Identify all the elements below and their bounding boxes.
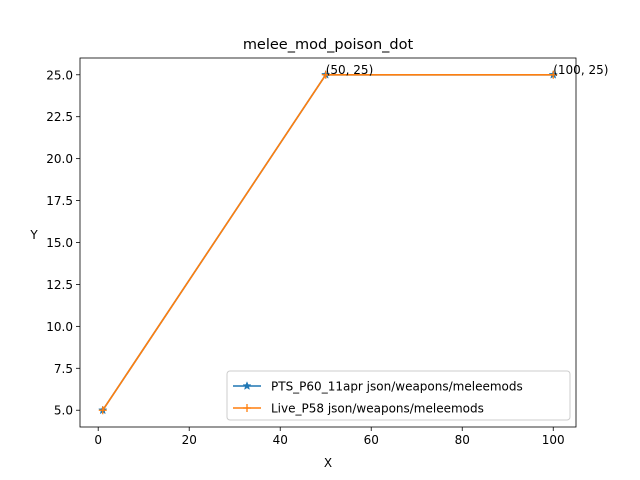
y-axis-label: Y [29,228,38,242]
series-2 [98,70,558,415]
data-point-plus [243,404,251,412]
y-tick-label: 12.5 [46,278,73,292]
data-point-star [242,381,252,390]
x-tick-label: 60 [364,433,379,447]
chart-title: melee_mod_poison_dot [243,37,414,53]
legend: PTS_P60_11apr json/weapons/meleemods Live… [226,370,571,421]
x-tick-label: 100 [542,433,565,447]
plot-area: 0 20 40 60 80 100 5.0 7.5 10.0 12.5 15.0 17.5 20.0 22… [46,57,608,447]
legend-box [226,370,571,421]
x-tick-label: 80 [455,433,470,447]
y-tick-label: 5.0 [54,404,73,418]
x-axis-label: X [324,456,332,470]
y-tick-label: 10.0 [46,320,73,334]
point-annotation: (50, 25) [326,63,374,77]
legend-label: Live_P58 json/weapons/meleemods [271,402,484,416]
x-tick-label: 0 [94,433,102,447]
y-tick-label: 15.0 [46,236,73,250]
y-tick-label: 25.0 [46,68,73,82]
data-point-plus [549,70,558,79]
data-point-plus [98,406,107,415]
axes-frame [79,57,577,428]
x-tick-label: 40 [273,433,288,447]
y-tick-label: 20.0 [46,152,73,166]
data-point-plus [321,70,330,79]
y-tick-label: 17.5 [46,194,73,208]
y-tick-label: 7.5 [54,362,73,376]
point-annotation: (100, 25) [553,63,608,77]
x-tick-label: 20 [182,433,197,447]
legend-label: PTS_P60_11apr json/weapons/meleemods [271,380,523,394]
y-tick-label: 22.5 [46,110,73,124]
